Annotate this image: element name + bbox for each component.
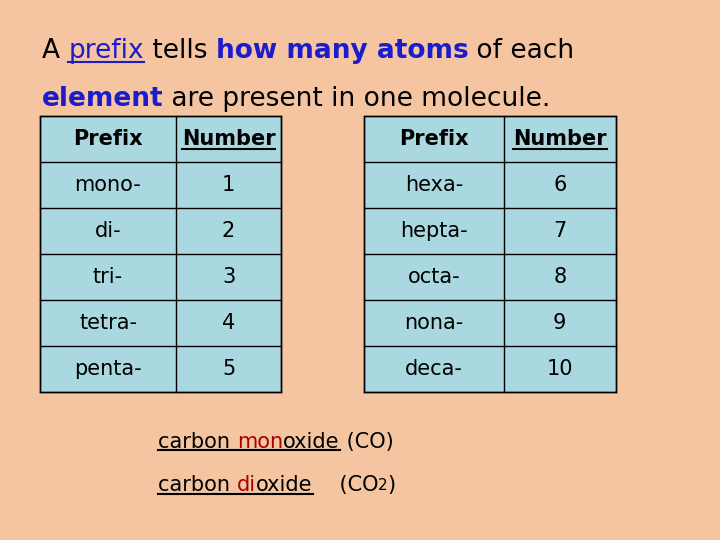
Text: Prefix: Prefix: [73, 129, 143, 149]
Bar: [40, 116, 281, 392]
Text: carbon: carbon: [158, 475, 237, 495]
Text: oxide: oxide: [256, 475, 312, 495]
Text: how many atoms: how many atoms: [215, 38, 469, 64]
Text: penta-: penta-: [74, 359, 142, 379]
Text: prefix: prefix: [68, 38, 144, 64]
Text: 8: 8: [553, 267, 567, 287]
Text: di: di: [237, 475, 256, 495]
Text: di-: di-: [95, 221, 121, 241]
Text: 3: 3: [222, 267, 235, 287]
Bar: [364, 116, 616, 392]
Text: 7: 7: [553, 221, 567, 241]
Text: of each: of each: [469, 38, 575, 64]
Text: mon: mon: [237, 432, 283, 452]
Text: Number: Number: [181, 129, 276, 149]
Text: deca-: deca-: [405, 359, 463, 379]
Text: A: A: [42, 38, 68, 64]
Text: octa-: octa-: [408, 267, 460, 287]
Text: hexa-: hexa-: [405, 175, 463, 195]
Text: (CO): (CO): [340, 432, 393, 452]
Text: 10: 10: [546, 359, 573, 379]
Text: 6: 6: [553, 175, 567, 195]
Text: carbon: carbon: [158, 432, 237, 452]
Text: 2: 2: [222, 221, 235, 241]
Text: 9: 9: [553, 313, 567, 333]
Text: tetra-: tetra-: [79, 313, 137, 333]
Text: 2: 2: [378, 478, 388, 493]
Text: hepta-: hepta-: [400, 221, 467, 241]
Text: oxide: oxide: [283, 432, 340, 452]
Text: mono-: mono-: [75, 175, 141, 195]
Text: nona-: nona-: [404, 313, 464, 333]
Text: tri-: tri-: [93, 267, 123, 287]
Text: are present in one molecule.: are present in one molecule.: [163, 86, 551, 112]
Text: 1: 1: [222, 175, 235, 195]
Text: tells: tells: [144, 38, 215, 64]
Text: element: element: [42, 86, 163, 112]
Text: Number: Number: [513, 129, 607, 149]
Text: Prefix: Prefix: [399, 129, 469, 149]
Text: 5: 5: [222, 359, 235, 379]
Text: (CO: (CO: [312, 475, 378, 495]
Text: 4: 4: [222, 313, 235, 333]
Text: ): ): [388, 475, 396, 495]
